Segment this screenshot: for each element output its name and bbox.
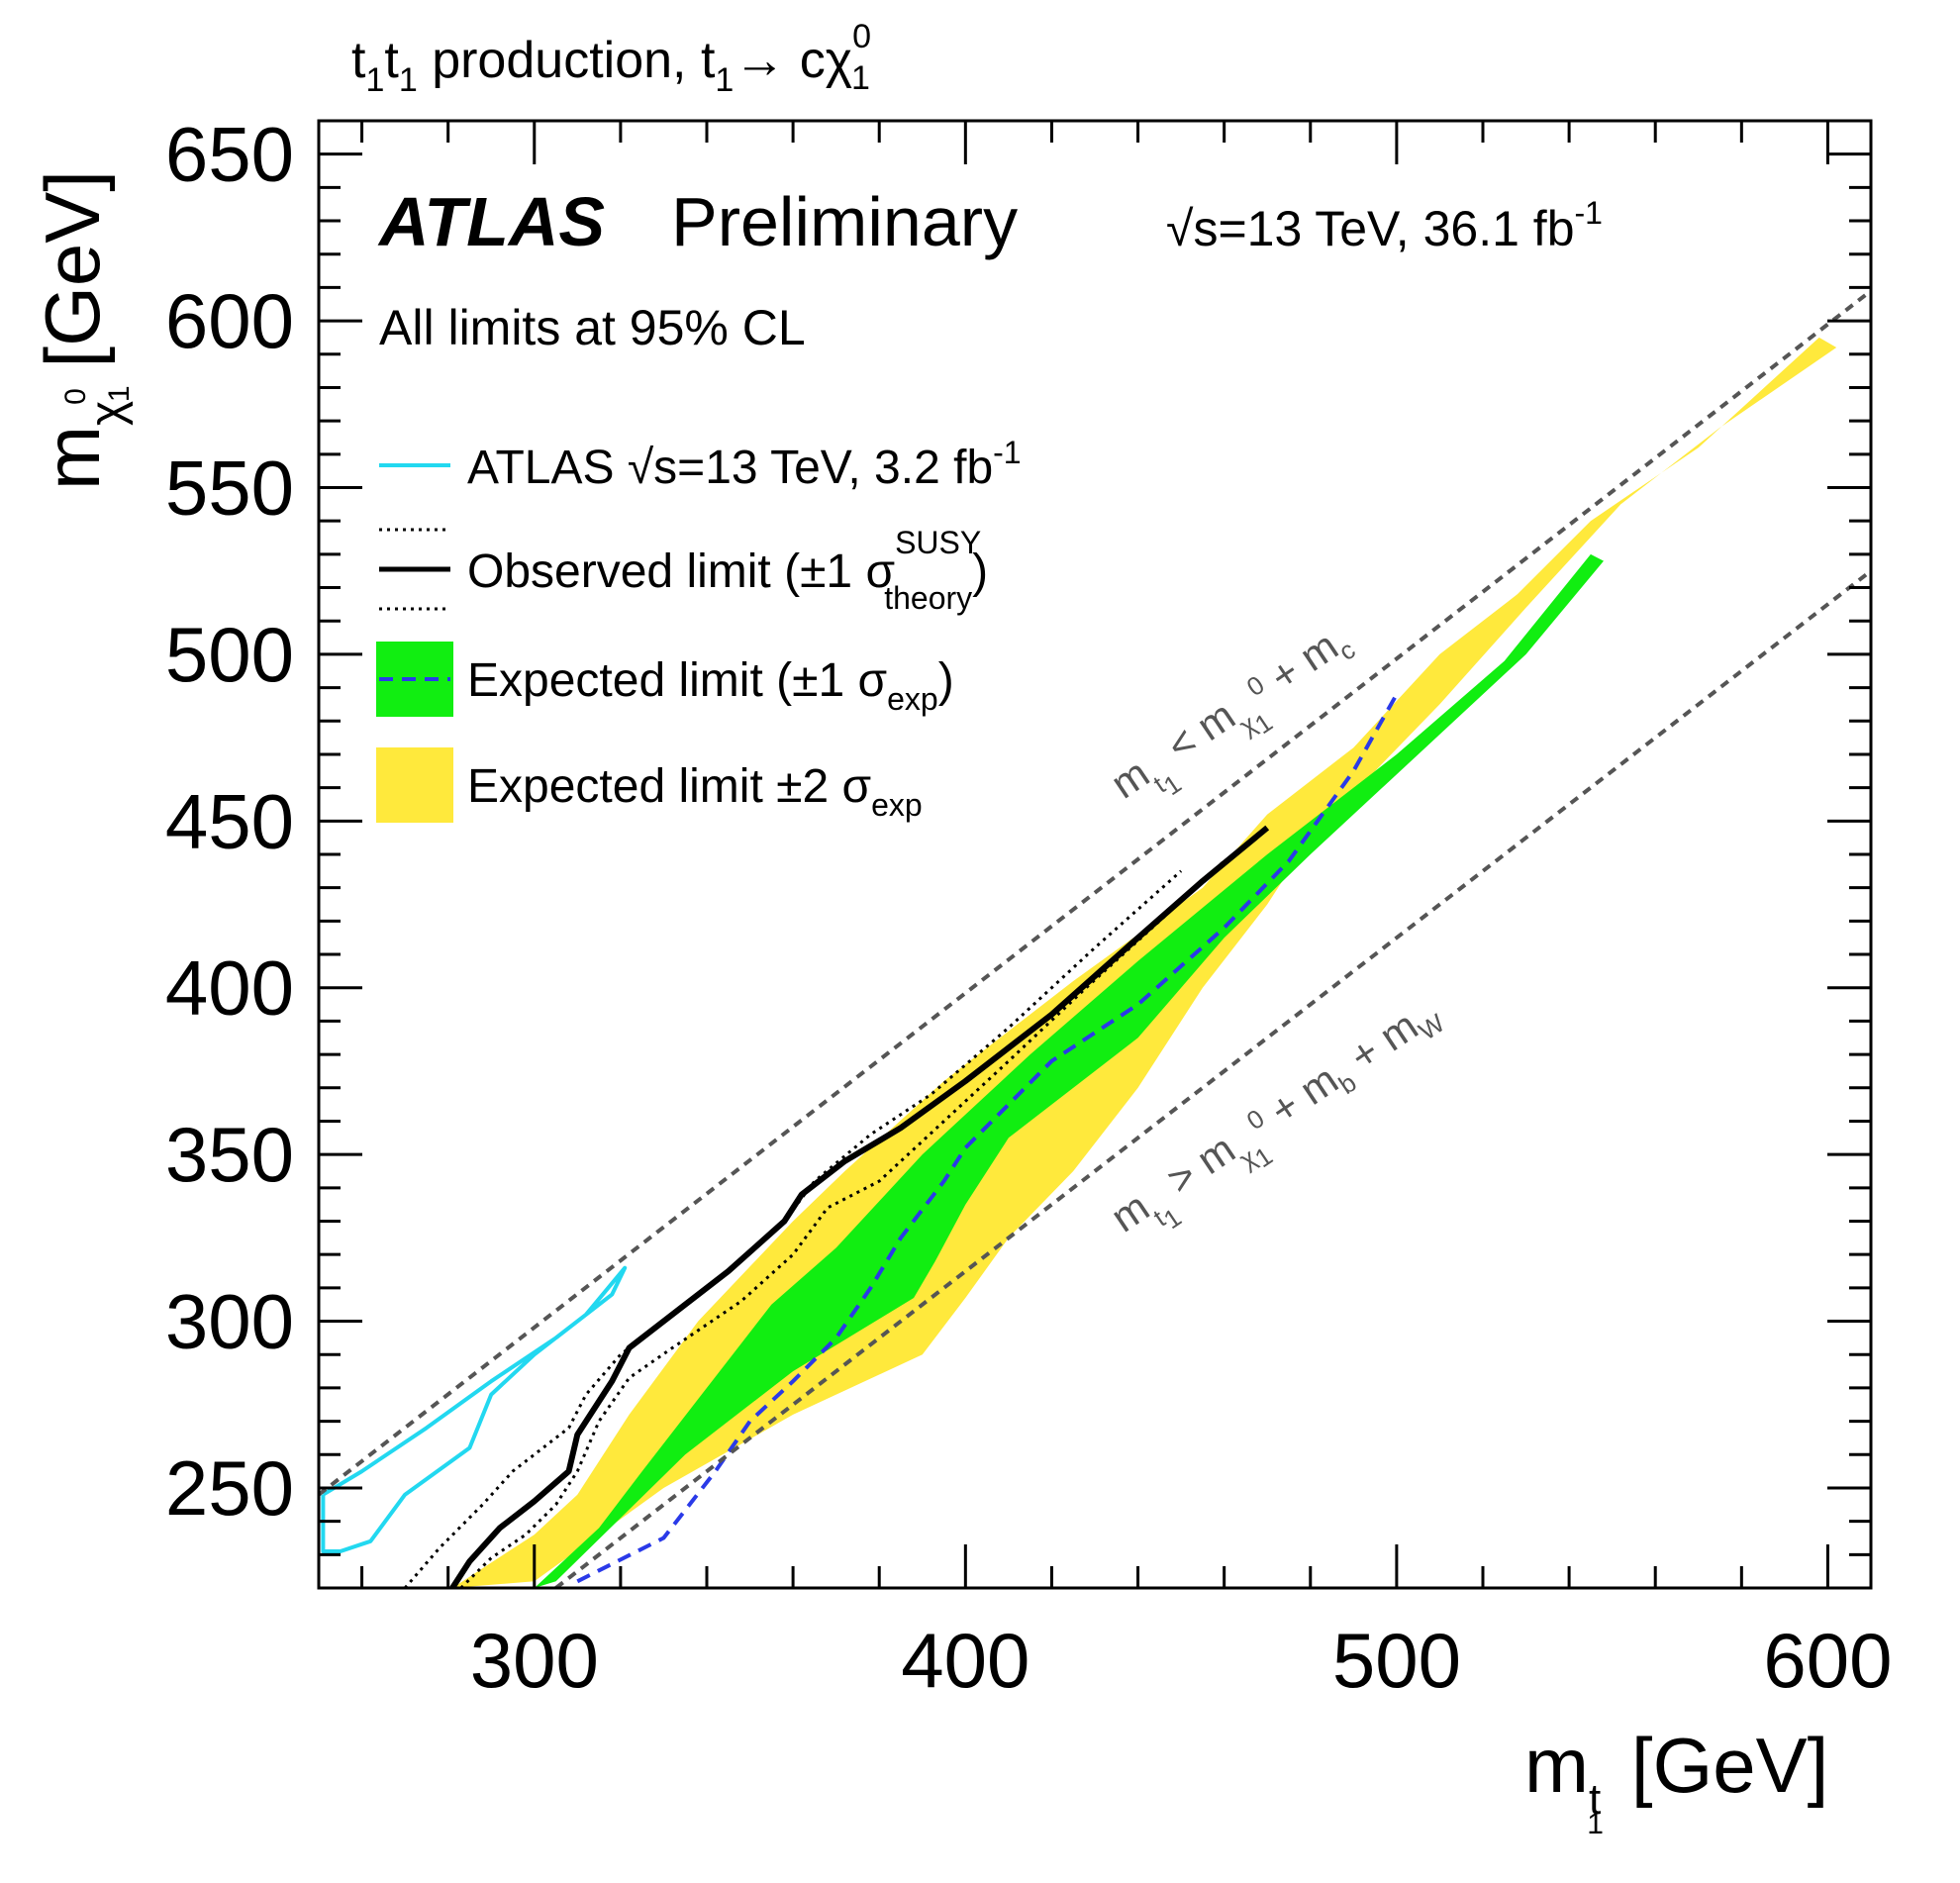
kinematic-lower-line xyxy=(554,569,1871,1588)
legend: ATLAS √s=13 TeV, 3.2 fb-1 Observed limit… xyxy=(376,435,1022,823)
x-axis-title: mt 1[GeV] xyxy=(1524,1722,1828,1840)
y-tick-label: 450 xyxy=(165,777,294,864)
x-tick-label: 500 xyxy=(1332,1617,1461,1704)
green-band xyxy=(534,553,1604,1588)
plot-title: t1t1 production, t1→ cχ0 1 xyxy=(351,18,871,99)
kinematic-upper-line xyxy=(319,289,1871,1497)
cl-label: All limits at 95% CL xyxy=(379,300,806,355)
y-tick-label: 650 xyxy=(165,111,294,198)
y-axis-title: mχ0 1[GeV] xyxy=(29,170,136,490)
legend-expected2: Expected limit ±2 σexp xyxy=(467,760,923,823)
y-tick-label: 550 xyxy=(165,445,294,532)
expected-limit-line xyxy=(576,693,1399,1584)
y-tick-label: 500 xyxy=(165,611,294,698)
y-tick-label: 300 xyxy=(165,1278,294,1365)
preliminary-label: Preliminary xyxy=(671,183,1018,260)
energy-lumi-label: √s=13 TeV, 36.1 fb-1 xyxy=(1166,195,1603,256)
legend-yellow-box xyxy=(376,747,453,823)
legend-observed: Observed limit (±1 σSUSY theory) xyxy=(467,525,988,616)
y-tick-label: 350 xyxy=(165,1111,294,1198)
atlas-label: ATLAS xyxy=(377,183,605,260)
atlas-prev-contour xyxy=(321,1265,628,1553)
legend-atlas-prev: ATLAS √s=13 TeV, 3.2 fb-1 xyxy=(467,435,1022,494)
y-tick-label: 600 xyxy=(165,277,294,364)
data-layers xyxy=(319,289,1871,1588)
axis-ticks: 300 400 500 600 250 300 350 400 450 500 550 600 650 xyxy=(165,111,1893,1704)
x-tick-label: 300 xyxy=(470,1617,599,1704)
x-tick-label: 600 xyxy=(1763,1617,1892,1704)
observed-minus-line xyxy=(459,859,1225,1588)
observed-limit-line xyxy=(449,825,1270,1588)
observed-plus-line xyxy=(403,869,1183,1588)
legend-expected: Expected limit (±1 σexp) xyxy=(467,654,954,717)
x-tick-label: 400 xyxy=(901,1617,1029,1704)
y-tick-label: 400 xyxy=(165,944,294,1032)
y-tick-label: 250 xyxy=(165,1444,294,1532)
